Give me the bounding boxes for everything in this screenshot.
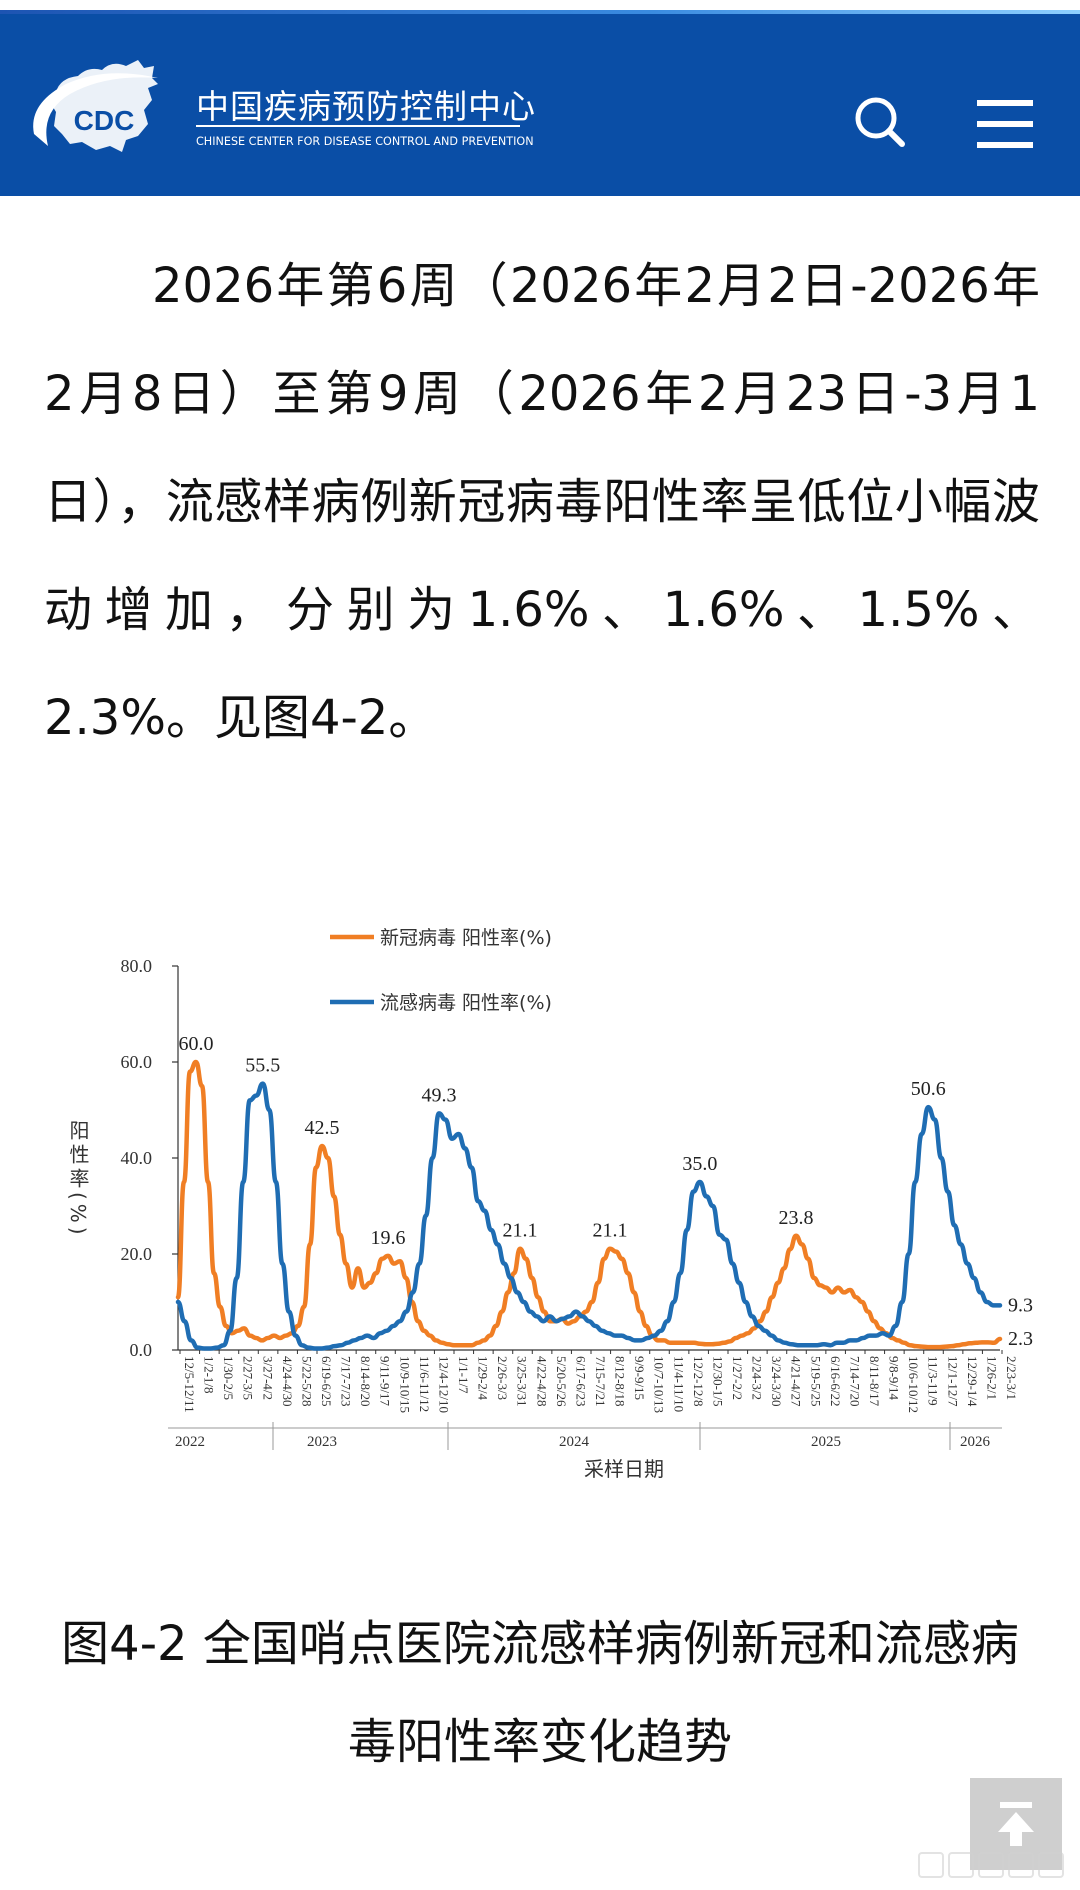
x-tick-label: 10/7-10/13 — [652, 1356, 667, 1413]
top-accent-bar — [0, 0, 1080, 14]
x-tick-label: 1/1-1/7 — [456, 1356, 471, 1394]
x-axis-label: 采样日期 — [584, 1457, 664, 1481]
y-tick-label: 60.0 — [121, 1052, 153, 1072]
site-header: CDC 中国疾病预防控制中心 CHINESE CENTER FOR DISEAS… — [0, 14, 1080, 196]
x-tick-label: 9/8-9/14 — [887, 1356, 902, 1401]
peak-annotation: 50.6 — [911, 1078, 946, 1100]
year-label: 2024 — [559, 1434, 590, 1450]
y-tick-label: 80.0 — [121, 956, 153, 976]
x-tick-label: 5/20-5/26 — [554, 1356, 569, 1407]
x-tick-label: 12/2-12/8 — [691, 1356, 706, 1407]
menu-button[interactable] — [975, 96, 1035, 152]
x-tick-label: 10/6-10/12 — [906, 1356, 921, 1413]
x-tick-label: 5/19-5/25 — [808, 1356, 823, 1407]
hamburger-menu-icon — [977, 100, 1033, 148]
x-tick-label: 3/25-3/31 — [515, 1356, 530, 1407]
x-tick-label: 1/30-2/5 — [221, 1356, 236, 1400]
y-tick-label: 20.0 — [121, 1244, 153, 1264]
peak-annotation: 35.0 — [682, 1153, 717, 1175]
x-tick-label: 8/14-8/20 — [358, 1356, 373, 1407]
x-tick-label: 1/26-2/1 — [984, 1356, 999, 1400]
x-tick-label: 6/17-6/23 — [573, 1356, 588, 1407]
year-label: 2023 — [307, 1434, 337, 1450]
x-tick-label: 7/15-7/21 — [593, 1356, 608, 1407]
y-tick-label: 0.0 — [130, 1340, 153, 1360]
flu-positivity-line — [175, 1081, 1003, 1351]
x-tick-label: 6/16-6/22 — [828, 1356, 843, 1407]
search-button[interactable] — [852, 94, 908, 150]
legend-label: 流感病毒 阳性率(%) — [380, 992, 552, 1014]
arrow-up-to-top-icon — [998, 1802, 1034, 1846]
x-tick-label: 2/23-3/1 — [1004, 1356, 1019, 1400]
x-tick-label: 11/4-11/10 — [671, 1356, 686, 1412]
x-tick-label: 4/22-4/28 — [534, 1356, 549, 1407]
positivity-trend-chart: 0.0 20.0 40.0 60.0 80.0 阳性率(%) 12/5-12/11 1/2-1… — [0, 880, 1080, 1500]
peak-annotation: 23.8 — [779, 1207, 814, 1229]
peak-annotation: 42.5 — [305, 1117, 340, 1139]
watermark — [918, 1852, 1068, 1882]
covid-positivity-line — [175, 1059, 1003, 1350]
x-tick-label: 3/24-3/30 — [769, 1356, 784, 1407]
logo-text: CDC — [74, 105, 135, 136]
x-tick-label: 5/22-5/28 — [299, 1356, 314, 1407]
y-axis-label: 阳性率(%) — [66, 1120, 90, 1239]
org-name-en: CHINESE CENTER FOR DISEASE CONTROL AND P… — [196, 135, 534, 148]
cdc-logo[interactable]: CDC — [26, 54, 176, 174]
x-tick-label: 11/3-11/9 — [926, 1356, 941, 1406]
x-tick-label: 12/1-12/7 — [945, 1356, 960, 1407]
peak-annotation: 2.3 — [1008, 1328, 1033, 1350]
x-tick-label: 1/2-1/8 — [202, 1356, 217, 1394]
x-tick-label: 9/9-9/15 — [632, 1356, 647, 1400]
peak-annotation: 21.1 — [503, 1220, 538, 1242]
x-tick-label: 8/11-8/17 — [867, 1356, 882, 1407]
x-tick-label: 12/5-12/11 — [182, 1356, 197, 1413]
scroll-to-top-button[interactable] — [970, 1778, 1062, 1870]
legend-label: 新冠病毒 阳性率(%) — [380, 927, 552, 949]
x-tick-label: 11/6-11/12 — [417, 1356, 432, 1412]
brand-divider — [196, 125, 520, 127]
x-tick-label: 4/24-4/30 — [280, 1356, 295, 1407]
x-tick-label: 7/17-7/23 — [339, 1356, 354, 1407]
x-tick-label: 12/30-1/5 — [710, 1356, 725, 1407]
x-tick-label: 10/9-10/15 — [397, 1356, 412, 1413]
x-tick-label: 8/12-8/18 — [613, 1356, 628, 1407]
peak-annotation: 9.3 — [1008, 1294, 1033, 1316]
search-icon — [855, 97, 905, 147]
figure-caption: 图4-2 全国哨点医院流感样病例新冠和流感病毒阳性率变化趋势 — [61, 1616, 1019, 1770]
x-tick-label: 3/27-4/2 — [260, 1356, 275, 1400]
peak-annotation: 19.6 — [371, 1227, 406, 1249]
peak-annotation: 49.3 — [421, 1084, 456, 1106]
year-label: 2025 — [811, 1434, 841, 1450]
x-tick-label: 2/27-3/5 — [241, 1356, 256, 1400]
article-paragraph: 2026年第6周（2026年2月2日-2026年2月8日）至第9周（2026年2… — [44, 258, 1040, 746]
x-tick-label: 2/26-3/3 — [495, 1356, 510, 1400]
x-tick-label: 2/24-3/2 — [750, 1356, 765, 1400]
org-name-cn: 中国疾病预防控制中心 — [196, 87, 536, 126]
year-label: 2022 — [175, 1434, 205, 1450]
peak-annotation: 60.0 — [179, 1033, 214, 1055]
x-tick-label: 9/11-9/17 — [378, 1356, 393, 1407]
x-tick-label: 6/19-6/25 — [319, 1356, 334, 1407]
x-tick-label: 12/4-12/10 — [436, 1356, 451, 1413]
peak-annotation: 21.1 — [593, 1220, 628, 1242]
x-tick-label: 1/27-2/2 — [730, 1356, 745, 1400]
x-tick-label: 12/29-1/4 — [965, 1356, 980, 1407]
x-tick-label: 1/29-2/4 — [476, 1356, 491, 1401]
peak-annotation: 55.5 — [245, 1055, 280, 1077]
y-tick-label: 40.0 — [121, 1148, 153, 1168]
x-tick-label: 7/14-7/20 — [847, 1356, 862, 1407]
year-label: 2026 — [960, 1434, 991, 1450]
chart-svg: 0.0 20.0 40.0 60.0 80.0 阳性率(%) 12/5-12/11 1/2-1… — [66, 927, 1033, 1481]
x-tick-label: 4/21-4/27 — [789, 1356, 804, 1407]
